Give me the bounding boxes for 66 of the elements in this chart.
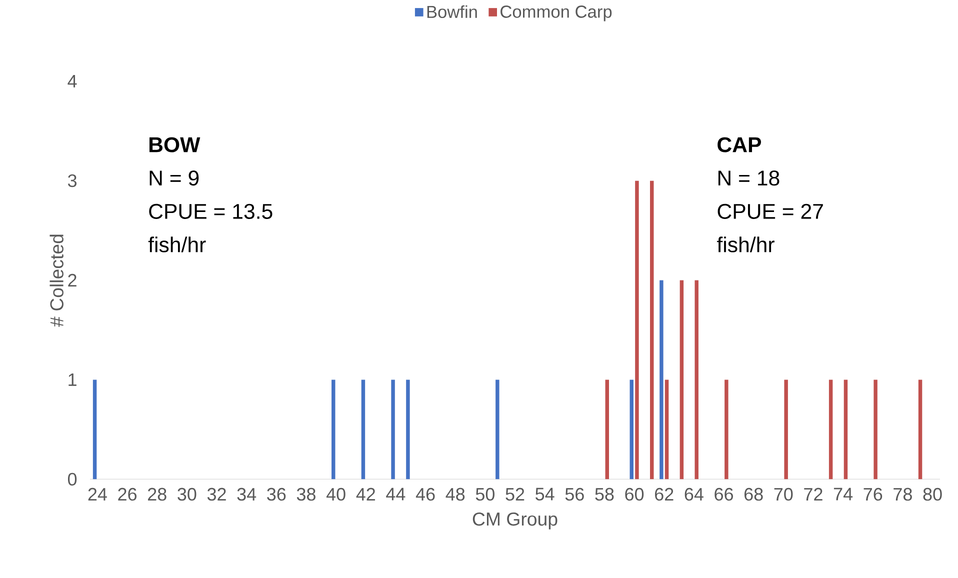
- x-tick-label: 50: [476, 488, 494, 501]
- y-tick-label: 3: [68, 174, 77, 187]
- x-tick-label: 64: [684, 488, 704, 501]
- bar: [680, 280, 684, 480]
- x-tick-label: 68: [744, 488, 763, 501]
- bar: [650, 180, 654, 480]
- annotation: fish/hr: [717, 236, 774, 252]
- bar: [630, 380, 634, 480]
- x-tick-label: 62: [655, 488, 674, 501]
- bar: [635, 180, 639, 480]
- bar: [664, 380, 669, 480]
- bar: [361, 380, 366, 480]
- x-tick-label: 44: [386, 488, 406, 500]
- bar: [784, 380, 788, 480]
- annotation: N = 9: [150, 170, 199, 186]
- x-tick-label: 54: [536, 488, 554, 500]
- x-tick-label: 76: [864, 488, 882, 501]
- x-tick-label: 24: [88, 488, 107, 500]
- x-tick-label: 38: [296, 488, 316, 501]
- bar: [406, 380, 410, 480]
- x-tick-label: 52: [506, 488, 524, 501]
- bar: [918, 380, 922, 480]
- x-tick-label: 48: [446, 488, 465, 501]
- x-tick-label: 66: [714, 488, 733, 501]
- x-tick-label: 78: [894, 488, 912, 501]
- legend-label: Common Carp: [500, 5, 612, 22]
- bar: [605, 380, 610, 480]
- x-tick-label: 26: [118, 488, 137, 501]
- x-tick-label: 34: [237, 488, 256, 501]
- annotation: N = 18: [718, 170, 780, 186]
- x-tick-label: 80: [923, 488, 942, 501]
- legend-label: Bowfin: [427, 5, 477, 18]
- annotation: CPUE = 27: [718, 204, 823, 219]
- annotation: fish/hr: [148, 236, 206, 252]
- x-tick-label: 56: [565, 488, 584, 501]
- bar: [724, 380, 728, 480]
- bar: [391, 380, 395, 480]
- annotation: BOW: [149, 137, 200, 152]
- x-tick-label: 30: [178, 488, 196, 501]
- x-tick-label: 58: [595, 488, 614, 501]
- bar: [874, 380, 878, 480]
- x-axis-title: CM Group: [472, 512, 558, 530]
- bar: [92, 380, 97, 480]
- bar: [828, 380, 833, 480]
- x-tick-label: 28: [148, 488, 166, 501]
- y-axis-title: # Collected: [50, 234, 64, 327]
- x-tick-label: 40: [326, 488, 346, 501]
- annotation: CPUE = 13.5: [149, 204, 272, 219]
- x-tick-label: 70: [774, 488, 793, 501]
- bar: [496, 380, 500, 480]
- x-tick-label: 60: [625, 488, 644, 501]
- annotation: CAP: [718, 137, 762, 152]
- x-tick-label: 36: [267, 488, 286, 501]
- y-tick-label: 1: [68, 373, 76, 386]
- bar: [694, 280, 698, 480]
- y-tick-label: 2: [68, 274, 76, 286]
- y-tick-label: 0: [68, 472, 77, 486]
- y-tick-label: 4: [68, 74, 77, 88]
- x-tick-label: 46: [416, 488, 435, 501]
- x-tick-label: 42: [356, 488, 375, 500]
- x-tick-label: 74: [834, 488, 853, 500]
- x-tick-label: 32: [207, 488, 226, 501]
- bar: [844, 380, 848, 480]
- bar: [660, 280, 664, 480]
- x-tick-label: 72: [804, 488, 822, 500]
- bar: [332, 380, 336, 480]
